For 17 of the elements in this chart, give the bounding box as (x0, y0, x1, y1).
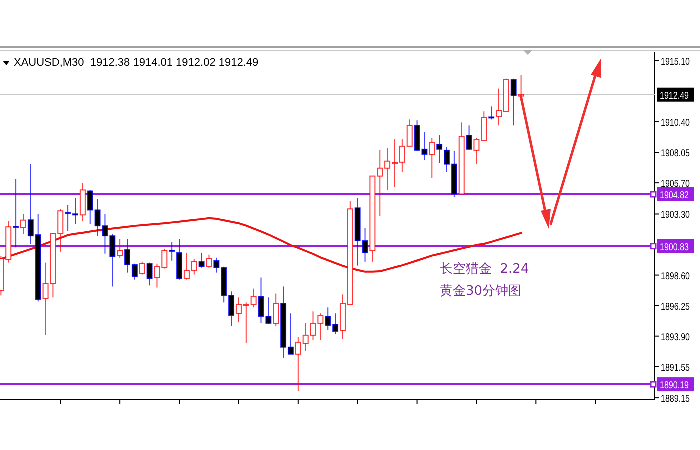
y-tick-label: 1898.60 (661, 271, 698, 282)
annotation: 黄金30分钟图 (440, 284, 522, 299)
y-tick-label: 1891.55 (661, 362, 698, 374)
ref-line-label: 1912.49 (660, 90, 696, 102)
y-tick-label: 1905.70 (661, 179, 698, 190)
chart-title: XAUUSD,M30 1912.38 1914.01 1912.02 1912.49 (14, 57, 259, 69)
y-tick-label: 1908.05 (661, 148, 698, 160)
annotation: 长空猎金 2.24 (440, 262, 530, 277)
y-tick-label: 1915.10 (661, 56, 698, 68)
y-tick-label: 1893.90 (661, 332, 698, 344)
ref-line-label: 1904.82 (660, 190, 696, 202)
y-tick-label: 1903.30 (661, 210, 698, 222)
y-tick-label: 1889.15 (661, 394, 698, 406)
y-tick-label: 1896.25 (661, 302, 698, 313)
ref-line-label: 1890.19 (660, 380, 696, 392)
ref-line-label: 1900.83 (660, 242, 696, 254)
y-tick-label: 1910.40 (661, 118, 698, 130)
